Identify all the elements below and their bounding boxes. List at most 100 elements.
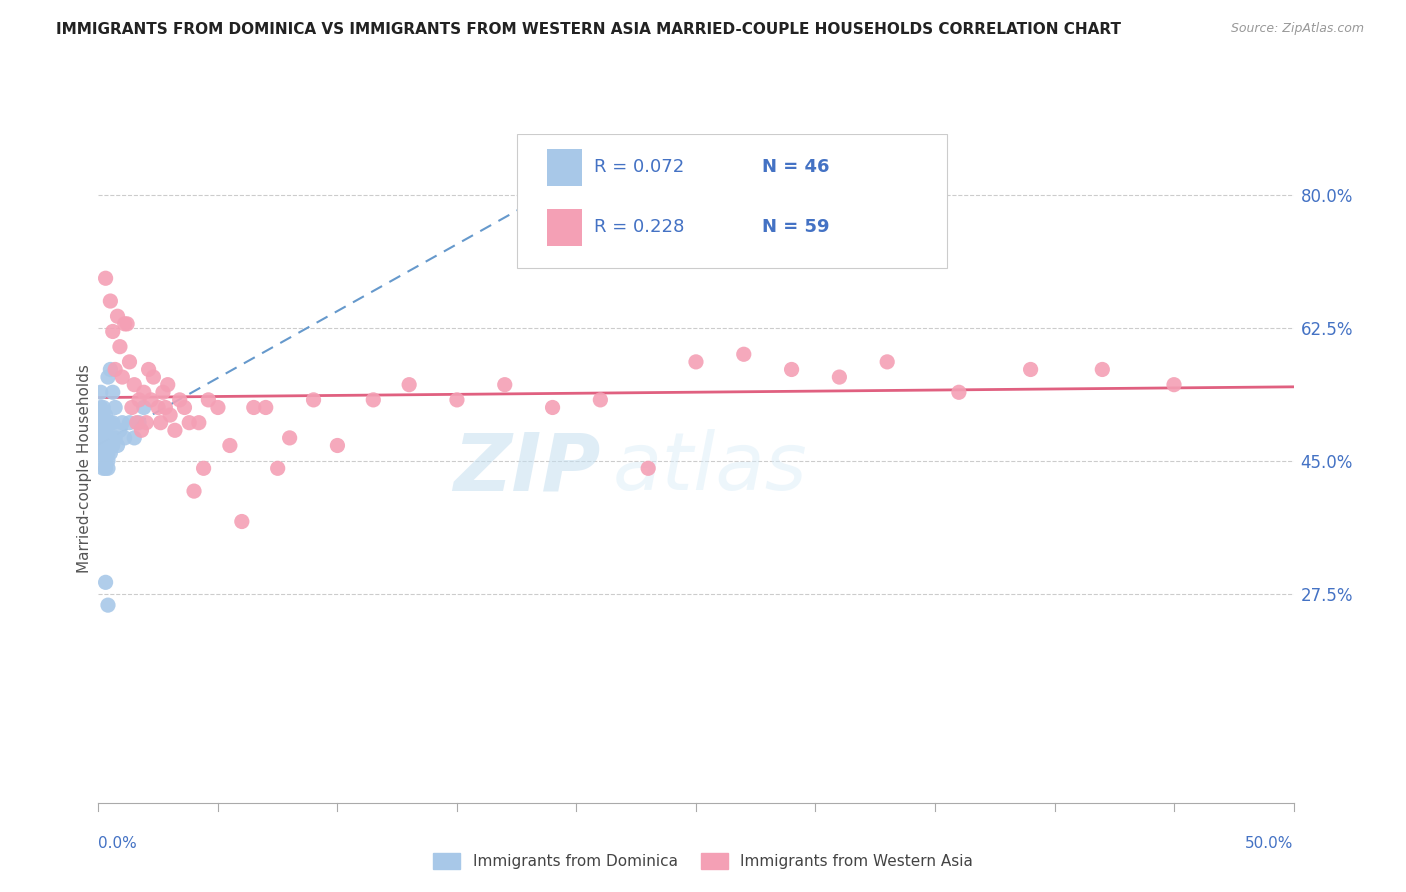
Point (90, 385, 112, 400)
Point (97, 453, 120, 467)
Point (104, 431, 127, 445)
Point (637, 461, 659, 475)
Point (183, 484, 205, 499)
Text: 0.0%: 0.0% (98, 837, 138, 851)
Point (90, 401, 112, 415)
Point (267, 461, 290, 475)
Point (98, 294, 122, 309)
Point (101, 325, 124, 339)
Point (97, 461, 120, 475)
Point (231, 515, 253, 529)
Point (115, 317, 138, 331)
Point (97, 431, 120, 445)
Point (91, 438, 114, 452)
Point (589, 392, 612, 407)
Point (107, 438, 129, 452)
Point (494, 377, 516, 392)
Point (948, 385, 970, 400)
Point (94, 453, 117, 467)
Point (90, 431, 112, 445)
Point (104, 401, 127, 415)
Point (149, 416, 172, 430)
Point (118, 416, 141, 430)
Point (94, 408, 117, 422)
Point (132, 385, 155, 400)
Point (108, 423, 131, 437)
Point (169, 392, 191, 407)
Point (124, 377, 146, 392)
Point (91, 401, 114, 415)
Point (128, 392, 150, 407)
Point (104, 362, 127, 376)
Point (97, 370, 120, 384)
Point (1163, 377, 1185, 392)
Point (128, 416, 150, 430)
Point (94, 416, 117, 430)
Y-axis label: Married-couple Households: Married-couple Households (77, 364, 91, 573)
Point (98, 416, 122, 430)
Text: R = 0.072: R = 0.072 (595, 158, 685, 177)
Point (97, 446, 120, 460)
Point (138, 362, 160, 376)
Point (1091, 362, 1114, 376)
Point (193, 461, 215, 475)
Point (326, 438, 349, 452)
Point (278, 431, 301, 445)
Point (90, 446, 112, 460)
Point (97, 416, 120, 430)
Text: IMMIGRANTS FROM DOMINICA VS IMMIGRANTS FROM WESTERN ASIA MARRIED-COUPLE HOUSEHOL: IMMIGRANTS FROM DOMINICA VS IMMIGRANTS F… (56, 22, 1121, 37)
Point (733, 347, 755, 361)
Point (91, 408, 114, 422)
Point (94, 423, 117, 437)
Point (541, 401, 564, 415)
Point (118, 355, 141, 369)
Point (173, 401, 195, 415)
Point (876, 355, 898, 369)
Legend: Immigrants from Dominica, Immigrants from Western Asia: Immigrants from Dominica, Immigrants fro… (427, 847, 979, 875)
Bar (547, 149, 582, 186)
Point (121, 401, 143, 415)
Point (111, 416, 134, 430)
Point (156, 377, 179, 392)
Point (148, 401, 170, 415)
Point (152, 385, 174, 400)
Point (163, 423, 186, 437)
FancyBboxPatch shape (517, 134, 948, 268)
Point (91, 431, 114, 445)
Point (91, 461, 114, 475)
Point (363, 392, 385, 407)
Point (155, 401, 177, 415)
Point (398, 377, 420, 392)
Point (780, 362, 803, 376)
Point (135, 416, 157, 430)
Text: atlas: atlas (613, 429, 807, 508)
Point (94, 461, 117, 475)
Point (197, 392, 219, 407)
Point (1019, 362, 1042, 376)
Text: Source: ZipAtlas.com: Source: ZipAtlas.com (1230, 22, 1364, 36)
Point (101, 438, 124, 452)
Point (207, 401, 229, 415)
Point (685, 355, 707, 369)
Point (446, 392, 468, 407)
Point (101, 385, 124, 400)
Point (97, 598, 120, 612)
Text: N = 46: N = 46 (762, 158, 830, 177)
Point (114, 317, 136, 331)
Point (94, 446, 117, 460)
Point (254, 401, 277, 415)
Point (91, 446, 114, 460)
Point (139, 392, 162, 407)
Point (90, 416, 112, 430)
Point (302, 392, 325, 407)
Point (187, 416, 209, 430)
Text: N = 59: N = 59 (762, 219, 830, 236)
Point (142, 370, 165, 384)
Text: R = 0.228: R = 0.228 (595, 219, 685, 236)
Point (131, 423, 153, 437)
Point (111, 370, 134, 384)
Bar (547, 209, 582, 246)
Point (159, 408, 181, 422)
Point (107, 310, 129, 324)
Point (91, 416, 114, 430)
